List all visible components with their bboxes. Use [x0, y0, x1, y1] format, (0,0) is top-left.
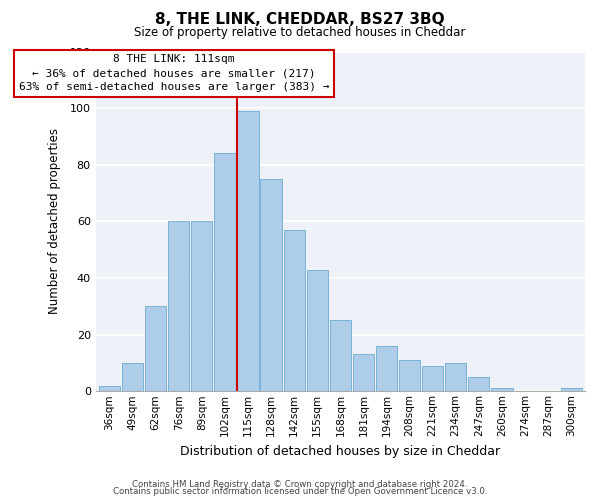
Bar	[445, 363, 466, 392]
Y-axis label: Number of detached properties: Number of detached properties	[49, 128, 61, 314]
Bar	[307, 270, 328, 392]
Bar	[260, 179, 282, 392]
Text: Contains public sector information licensed under the Open Government Licence v3: Contains public sector information licen…	[113, 487, 487, 496]
Text: Contains HM Land Registry data © Crown copyright and database right 2024.: Contains HM Land Registry data © Crown c…	[132, 480, 468, 489]
Bar	[238, 111, 259, 392]
Bar	[468, 377, 490, 392]
X-axis label: Distribution of detached houses by size in Cheddar: Distribution of detached houses by size …	[180, 444, 500, 458]
Text: Size of property relative to detached houses in Cheddar: Size of property relative to detached ho…	[134, 26, 466, 39]
Text: 8 THE LINK: 111sqm
← 36% of detached houses are smaller (217)
63% of semi-detach: 8 THE LINK: 111sqm ← 36% of detached hou…	[19, 54, 329, 92]
Bar	[560, 388, 582, 392]
Bar	[422, 366, 443, 392]
Bar	[353, 354, 374, 392]
Bar	[122, 363, 143, 392]
Bar	[330, 320, 351, 392]
Bar	[145, 306, 166, 392]
Bar	[284, 230, 305, 392]
Bar	[99, 386, 120, 392]
Bar	[214, 154, 236, 392]
Bar	[168, 222, 190, 392]
Bar	[491, 388, 512, 392]
Text: 8, THE LINK, CHEDDAR, BS27 3BQ: 8, THE LINK, CHEDDAR, BS27 3BQ	[155, 12, 445, 28]
Bar	[376, 346, 397, 392]
Bar	[191, 222, 212, 392]
Bar	[399, 360, 420, 392]
